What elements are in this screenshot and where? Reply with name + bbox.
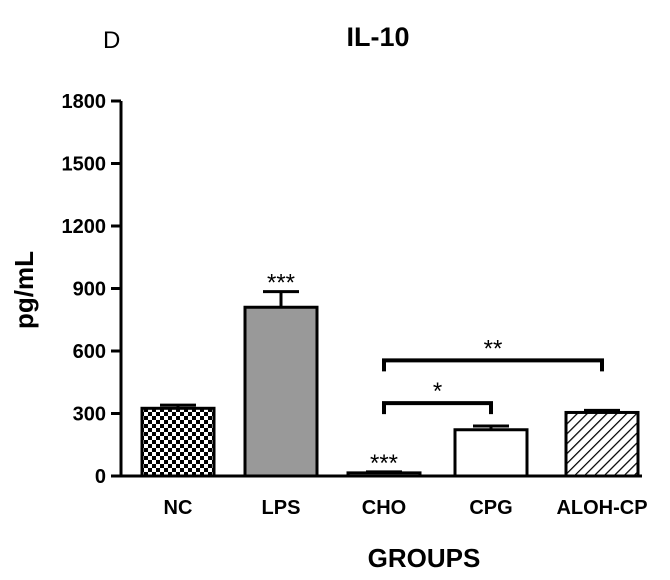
bracket-label: * [433,378,442,405]
x-tick-label: CPG [469,497,512,519]
error-bars [160,290,620,474]
x-axis-title: GROUPS [368,543,481,573]
panel-label: D [103,27,120,54]
significance-brackets: *** [382,335,604,415]
significance-label: *** [370,450,398,477]
y-tick-label: 0 [95,466,106,488]
y-tick-label: 600 [73,341,106,363]
x-tick-label: NC [164,497,193,519]
x-tick-label: LPS [262,497,301,519]
x-tick-labels: NC LPS CHO CPG ALOH-CP [164,497,648,519]
y-axis: 0 300 600 900 1200 1500 1800 [62,91,123,488]
bracket-cho-cpg [382,401,493,415]
bars [140,305,640,478]
bar-lps [243,305,319,478]
significance-marks: *** *** [267,270,398,477]
y-tick-label: 1800 [62,91,107,113]
bar-aloh-cp [564,410,640,478]
significance-label: *** [267,270,295,297]
bar-cpg [453,428,529,478]
bracket-label: ** [484,335,503,362]
x-tick-label: CHO [362,497,406,519]
y-tick-label: 900 [73,279,106,301]
bracket-cho-aloh-cp [382,358,604,372]
chart-title: IL-10 [346,22,409,52]
x-tick-label: ALOH-CP [556,497,647,519]
y-tick-label: 300 [73,404,106,426]
bar-nc [140,406,216,478]
y-tick-label: 1500 [62,154,107,176]
y-axis-title: pg/mL [9,251,39,329]
y-tick-label: 1200 [62,216,107,238]
